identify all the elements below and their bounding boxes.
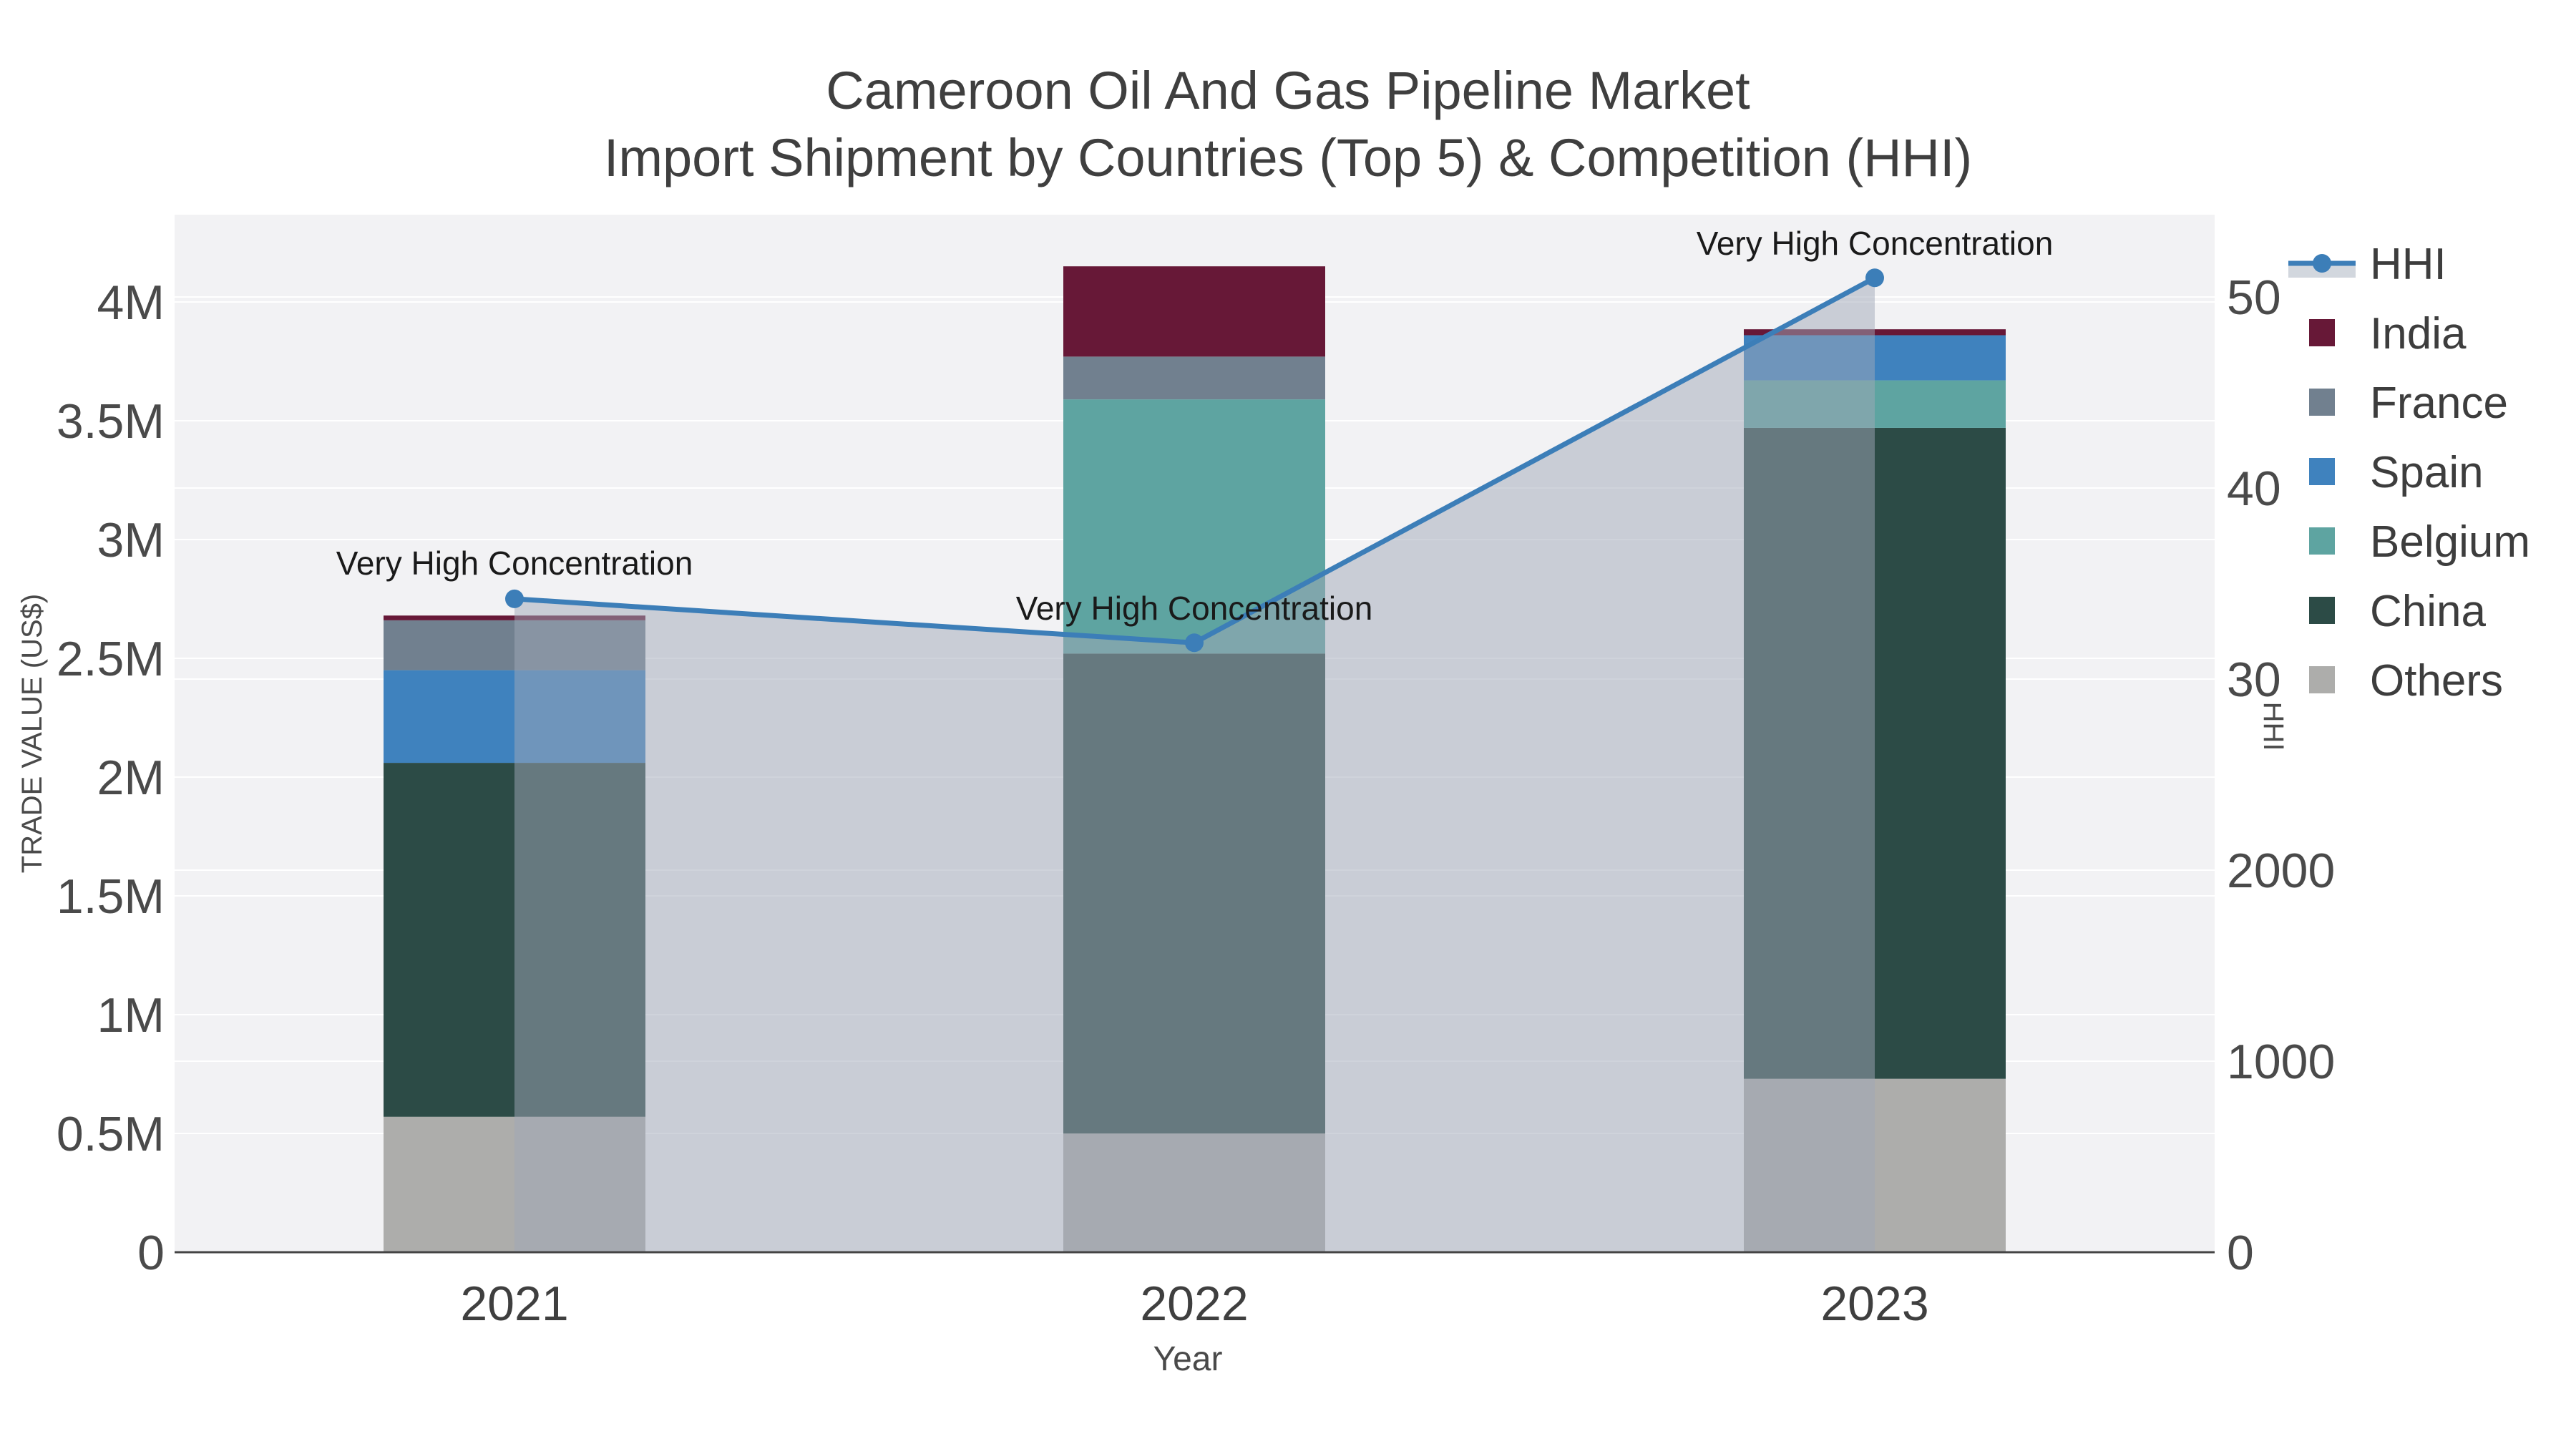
hhi-marker-2022[interactable] <box>1185 633 1204 653</box>
legend-hhi-marker-icon <box>2313 254 2331 273</box>
left-tick-1.5M: 1.5M <box>57 869 165 924</box>
legend-label-belgium: Belgium <box>2370 517 2530 567</box>
legend-swatch-others <box>2309 666 2335 693</box>
legend-item-others[interactable]: Others <box>2309 656 2503 706</box>
right-tick-2000: 2000 <box>2227 844 2335 898</box>
legend-label-china: China <box>2370 587 2487 636</box>
annotation-2023: Very High Concentration <box>1697 225 2054 262</box>
legend-label-hhi: HHI <box>2370 240 2446 289</box>
left-tick-0: 0 <box>137 1226 165 1280</box>
right-tick-1000: 1000 <box>2227 1035 2335 1089</box>
legend-item-spain[interactable]: Spain <box>2309 448 2484 497</box>
legend-item-belgium[interactable]: Belgium <box>2309 517 2530 567</box>
hhi-marker-2021[interactable] <box>505 589 524 608</box>
legend-item-india[interactable]: India <box>2309 309 2467 358</box>
bar-segment-2022-france[interactable] <box>1063 356 1325 400</box>
chart-title-line1: Cameroon Oil And Gas Pipeline Market <box>826 61 1750 120</box>
right-tick-0: 0 <box>2227 1226 2254 1280</box>
x-tick-2023: 2023 <box>1820 1277 1928 1331</box>
chart-title-line2: Import Shipment by Countries (Top 5) & C… <box>604 128 1972 187</box>
left-tick-1M: 1M <box>97 988 165 1043</box>
annotation-2022: Very High Concentration <box>1016 590 1373 627</box>
legend-item-hhi[interactable]: HHI <box>2288 240 2446 289</box>
left-axis-title: TRADE VALUE (US$) <box>16 594 48 873</box>
legend-item-china[interactable]: China <box>2309 587 2487 636</box>
x-tick-2022: 2022 <box>1140 1277 1248 1331</box>
legend-swatch-belgium <box>2309 527 2335 555</box>
legend-swatch-china <box>2309 597 2335 624</box>
left-tick-2M: 2M <box>97 751 165 805</box>
legend-label-others: Others <box>2370 656 2503 706</box>
annotation-2021: Very High Concentration <box>336 545 693 582</box>
legend-label-france: France <box>2370 379 2508 428</box>
left-tick-3M: 3M <box>97 513 165 567</box>
x-tick-2021: 2021 <box>460 1277 568 1331</box>
annotations: Very High Concentration Very High Concent… <box>336 225 2054 627</box>
left-tick-3.5M: 3.5M <box>57 394 165 449</box>
legend-item-france[interactable]: France <box>2309 379 2508 428</box>
bar-segment-2022-india[interactable] <box>1063 266 1325 357</box>
legend: HHI India France Spain Belgium China Others <box>2281 228 2576 716</box>
left-axis-tick-labels: 0 0.5M 1M 1.5M 2M 2.5M 3M 3.5M 4M <box>57 275 165 1280</box>
hhi-area-fill <box>514 278 1875 1252</box>
legend-swatch-india <box>2309 319 2335 346</box>
legend-swatch-france <box>2309 389 2335 416</box>
left-tick-0.5M: 0.5M <box>57 1107 165 1161</box>
x-axis-title: Year <box>1153 1340 1223 1378</box>
hhi-marker-2023[interactable] <box>1865 268 1884 288</box>
hhi-markers <box>505 268 1884 653</box>
x-axis-tick-labels: 2021 2022 2023 <box>460 1277 1928 1331</box>
left-tick-2.5M: 2.5M <box>57 632 165 686</box>
left-tick-4M: 4M <box>97 275 165 330</box>
legend-swatch-spain <box>2309 458 2335 485</box>
legend-label-india: India <box>2370 309 2467 358</box>
legend-label-spain: Spain <box>2370 448 2484 497</box>
